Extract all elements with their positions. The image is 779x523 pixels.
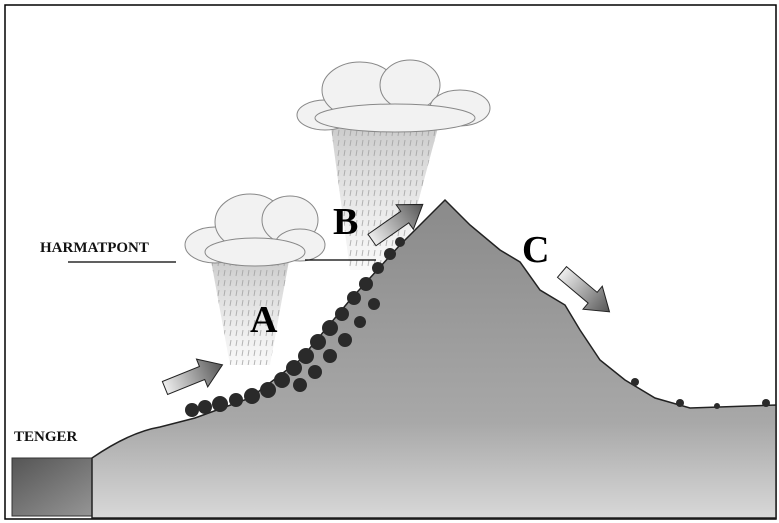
cloud: [184, 193, 326, 267]
rain: [210, 120, 440, 365]
label-c: C: [522, 229, 549, 271]
label-a: A: [250, 299, 278, 341]
cloud: [296, 59, 491, 133]
arrow: [161, 358, 224, 396]
label-harmatpont: HARMATPONT: [40, 240, 149, 256]
sea: [11, 457, 103, 517]
label-b: B: [333, 201, 358, 243]
arrow: [367, 203, 424, 247]
label-tenger: TENGER: [14, 429, 78, 445]
forest: [185, 237, 770, 417]
arrow: [556, 265, 611, 313]
